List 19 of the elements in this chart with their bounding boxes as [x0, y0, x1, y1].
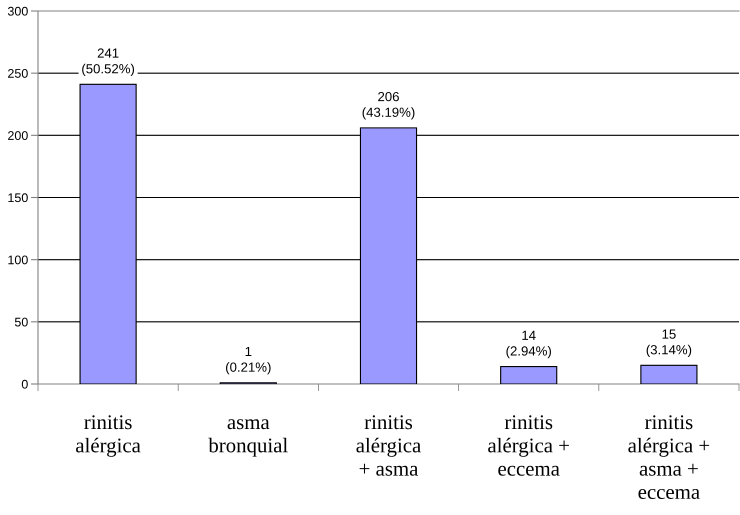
- x-tick-label: rinitis alérgica + asma + eccema: [628, 415, 710, 500]
- x-tick-label: rinitis alérgica: [76, 415, 141, 457]
- y-tick-label: 200: [8, 131, 28, 140]
- y-tick-label: 250: [8, 68, 28, 78]
- y-tick-label: 300: [8, 6, 28, 16]
- y-tick-label: 0: [22, 380, 28, 389]
- y-tick-label: 100: [8, 255, 28, 264]
- bar: [640, 364, 698, 384]
- data-label: 15 (3.14%): [646, 330, 692, 358]
- x-tick-label: asma bronquial: [208, 419, 288, 457]
- data-label: 241 (50.52%): [82, 48, 134, 76]
- x-tick-label: rinitis alérgica + eccema: [488, 415, 569, 476]
- bar: [500, 366, 558, 384]
- x-tick-label: rinitis alérgica + asma: [356, 415, 421, 476]
- y-tick-label: 50: [14, 318, 28, 326]
- data-label: 206 (43.19%): [362, 92, 414, 120]
- data-label: 1 (0.21%): [226, 346, 271, 374]
- data-label: 14 (2.94%): [506, 330, 551, 358]
- y-tick-label: 150: [8, 193, 28, 202]
